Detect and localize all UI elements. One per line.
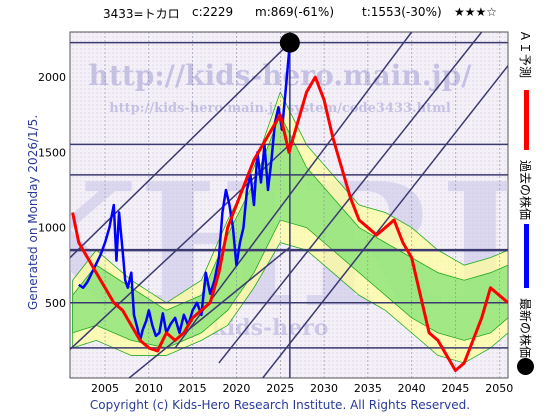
footer-copyright: Copyright (c) Kids-Hero Research Institu… <box>89 398 471 412</box>
x-tick-label: 2040 <box>398 382 426 395</box>
y-tick-label: 500 <box>45 297 66 310</box>
y-tick-label: 1500 <box>38 146 66 159</box>
legend-marker-1 <box>524 90 529 150</box>
target-price: t:1553(-30%) <box>362 5 442 19</box>
header-bar: 3433=トカロ c:2229 m:869(-61%) t:1553(-30%)… <box>0 5 560 25</box>
x-tick-label: 2025 <box>266 382 294 395</box>
x-tick-label: 2005 <box>91 382 119 395</box>
trend-line <box>262 64 508 378</box>
x-tick-label: 2030 <box>310 382 338 395</box>
trend-line <box>70 143 291 350</box>
watermark-url: http://kids-hero.main.jp/ <box>89 59 473 92</box>
series-history-line <box>78 42 292 342</box>
x-tick-label: 2020 <box>222 382 250 395</box>
rating-stars: ★★★☆ <box>454 5 498 19</box>
x-tick-label: 2050 <box>485 382 513 395</box>
legend-marker-3 <box>517 358 534 375</box>
latest-price-dot <box>279 32 300 53</box>
y-tick-label: 1000 <box>38 222 66 235</box>
legend-marker-2 <box>524 224 529 288</box>
series-forecast-line <box>71 75 508 372</box>
legend-label-2: 過去の株価 <box>518 160 532 221</box>
trend-line <box>70 42 291 259</box>
trend-line <box>174 32 413 349</box>
x-tick-label: 2035 <box>354 382 382 395</box>
min-price: m:869(-61%) <box>255 5 335 19</box>
current-price: c:2229 <box>192 5 234 19</box>
x-tick-label: 2015 <box>179 382 207 395</box>
x-tick-label: 2010 <box>135 382 163 395</box>
x-tick-label: 2045 <box>441 382 469 395</box>
legend-label-1: ＡＩ予測 <box>518 30 532 79</box>
y-tick-label: 2000 <box>38 71 66 84</box>
legend-label-3: 最新の株価 <box>518 298 532 359</box>
stock-code-name: 3433=トカロ <box>103 7 180 21</box>
